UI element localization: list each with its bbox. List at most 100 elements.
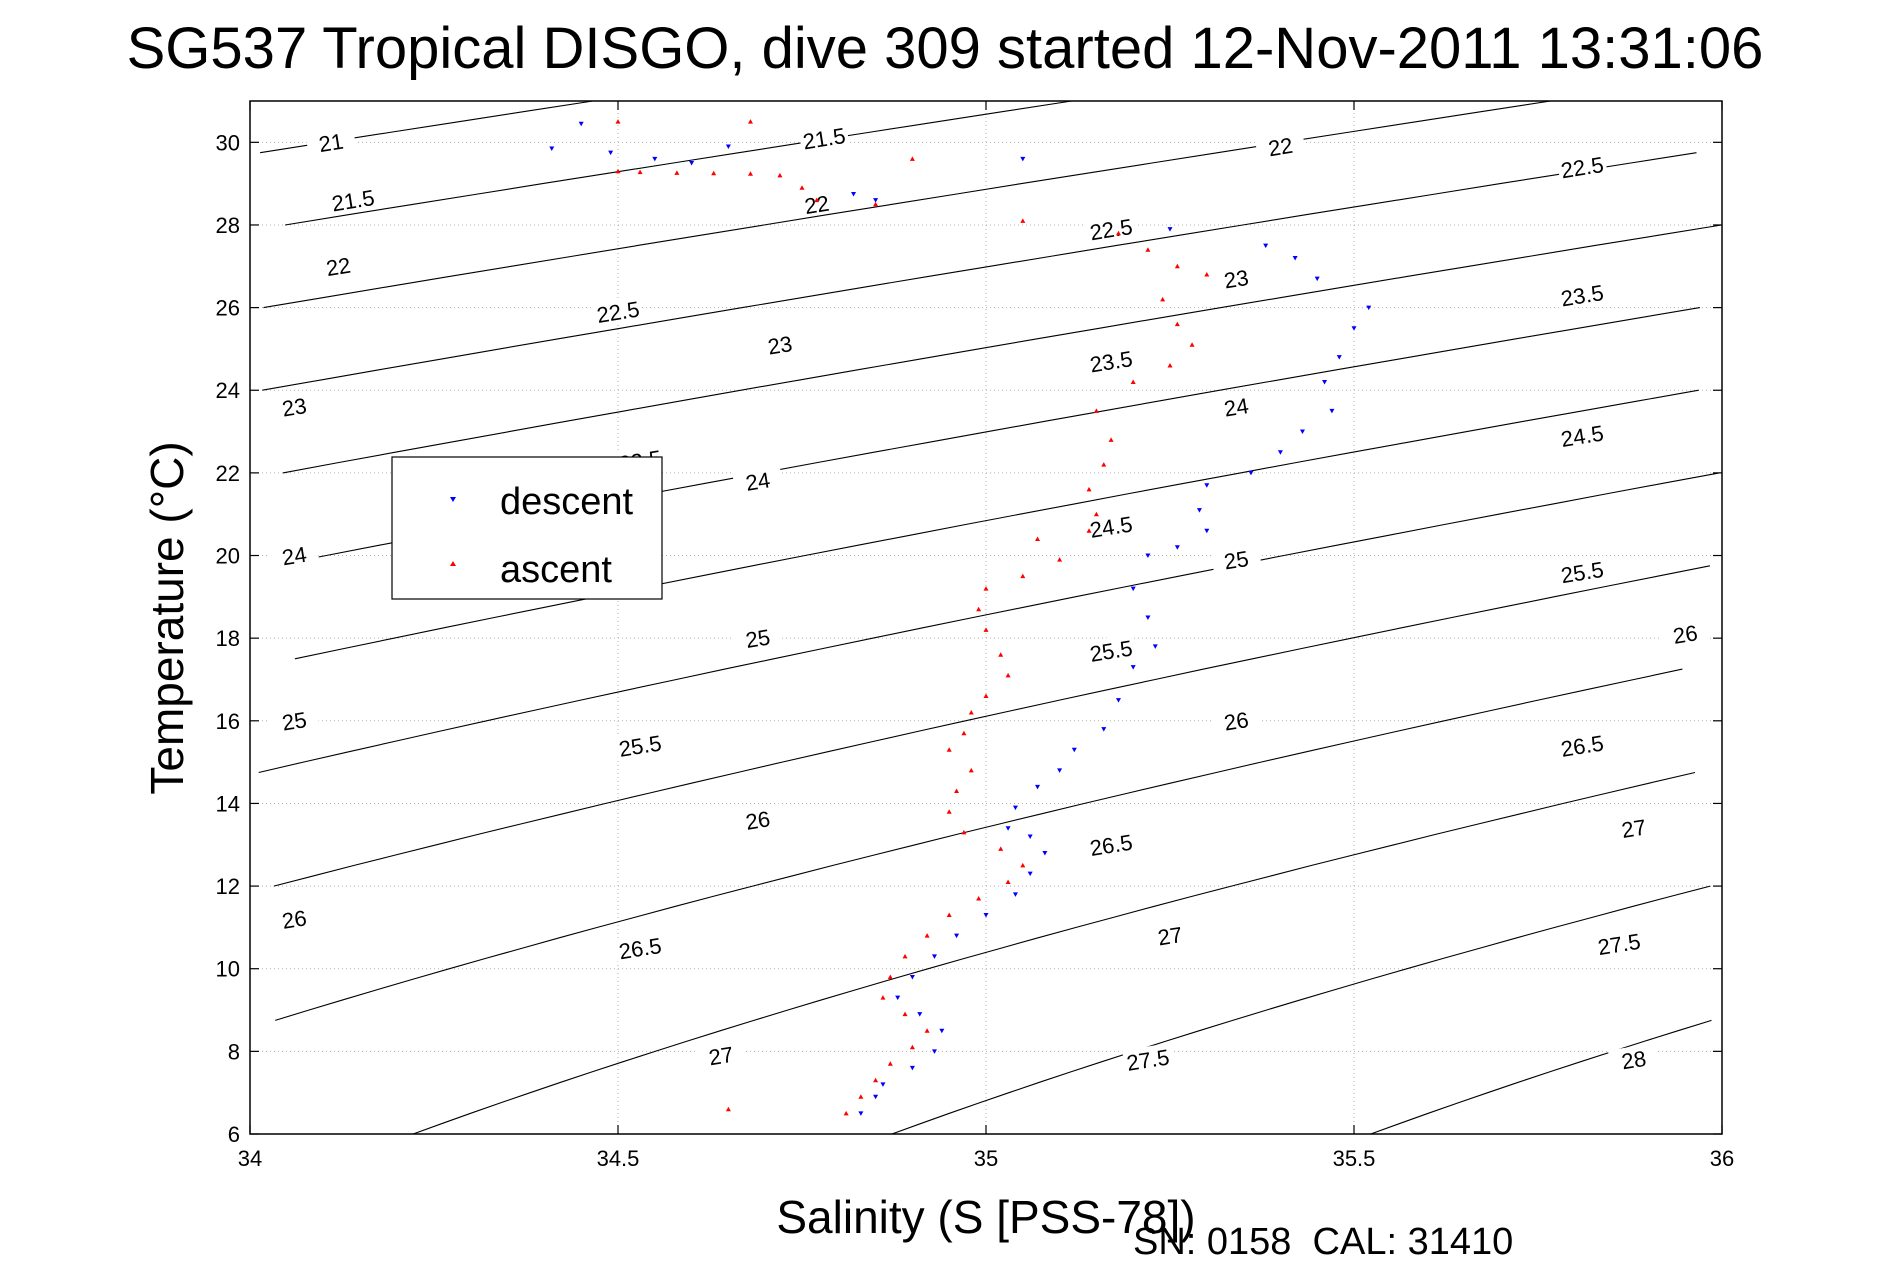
descent-point xyxy=(1145,615,1151,620)
descent-point xyxy=(1057,768,1063,773)
contour-label: 25.5 xyxy=(1556,555,1608,588)
ascent-point xyxy=(968,767,974,773)
descent-point xyxy=(1314,276,1320,282)
chart-title: SG537 Tropical DISGO, dive 309 started 1… xyxy=(127,16,1764,81)
ascent-point xyxy=(998,652,1004,657)
contour-label-text: 24.5 xyxy=(1559,420,1605,451)
ascent-point xyxy=(1005,672,1011,678)
descent-point xyxy=(1012,892,1018,897)
contour-label-text: 25 xyxy=(1222,546,1250,575)
descent-point xyxy=(1174,545,1180,550)
ascent-point xyxy=(902,1011,908,1017)
ascent-point xyxy=(1101,462,1107,467)
footer-serial-cal: SN: 0158 CAL: 31410 xyxy=(1133,1221,1513,1262)
contour-label-bg xyxy=(614,931,666,963)
contour-label-bg xyxy=(592,295,644,327)
density-contour-labels: 21 21.5 21.5 22 22 22 22.5 22.5 22.5 23 23 23 23.5 23… xyxy=(268,121,1711,1076)
contour-label-bg xyxy=(1556,278,1608,310)
contour-label-text: 22.5 xyxy=(1559,152,1605,183)
contour-label-text: 27 xyxy=(1156,922,1184,951)
contour-label-bg xyxy=(1210,390,1262,422)
descent-point xyxy=(858,1111,864,1116)
contour-label-text: 25.5 xyxy=(1088,635,1134,666)
ascent-point xyxy=(887,974,893,979)
contour-label: 27 xyxy=(1144,919,1196,951)
y-tick-label: 30 xyxy=(216,130,240,155)
descent-point xyxy=(931,954,937,959)
contour-label-bg xyxy=(695,1038,747,1071)
contour-label-bg xyxy=(754,328,806,360)
ascent-point xyxy=(946,809,952,814)
descent-point xyxy=(1366,305,1372,311)
contour-label: 27.5 xyxy=(1593,927,1645,960)
ascent-point xyxy=(983,586,989,591)
density-contour-line xyxy=(263,100,1551,309)
contour-label-text: 27.5 xyxy=(1596,929,1642,960)
descent-point xyxy=(1042,851,1048,856)
contour-label: 25.5 xyxy=(1085,634,1137,667)
contour-label: 26 xyxy=(1659,617,1711,649)
y-tick-label: 6 xyxy=(228,1122,240,1147)
contour-label: 22 xyxy=(312,249,364,282)
x-tick-label: 35.5 xyxy=(1333,1146,1376,1171)
contour-label-bg xyxy=(790,187,843,219)
contour-label: 22.5 xyxy=(1085,212,1137,245)
contour-label-text: 23.5 xyxy=(1088,346,1134,377)
contour-label-bg xyxy=(732,621,784,653)
density-contour-line xyxy=(282,224,1722,474)
y-tick-label: 26 xyxy=(216,296,240,321)
legend-box xyxy=(391,456,663,600)
ascent-point xyxy=(615,168,621,174)
ascent-point xyxy=(843,1110,849,1116)
contour-label-bg xyxy=(1254,129,1306,162)
ascent-point xyxy=(814,197,820,203)
contour-label-bg xyxy=(732,803,784,835)
descent-point xyxy=(725,144,731,149)
contour-label: 24.5 xyxy=(1556,419,1608,452)
ascent-point xyxy=(747,171,753,176)
contour-label-bg xyxy=(268,538,320,571)
descent-point xyxy=(1035,784,1041,790)
contour-label-bg xyxy=(1593,927,1645,959)
y-tick-label: 10 xyxy=(216,957,240,982)
descent-point xyxy=(1322,379,1328,385)
descent-point xyxy=(851,191,857,197)
descent-point xyxy=(983,913,989,918)
ascent-point xyxy=(983,627,989,632)
contour-label-bg xyxy=(1122,1043,1174,1075)
ascent-point xyxy=(924,933,930,938)
ascent-point xyxy=(1115,230,1121,236)
ascent-point xyxy=(976,895,982,901)
contour-label: 26.5 xyxy=(1556,729,1608,762)
legend-descent-marker xyxy=(450,497,456,502)
contour-label-text: 27 xyxy=(1620,814,1648,843)
contour-label-text: 27.5 xyxy=(1125,1044,1171,1075)
contour-label: 28 xyxy=(1607,1043,1660,1074)
ascent-point xyxy=(880,995,886,1000)
contour-label-text: 26.5 xyxy=(617,933,663,964)
y-tick-label: 28 xyxy=(216,213,240,238)
descent-point xyxy=(1277,450,1283,455)
ascent-point xyxy=(1057,557,1063,562)
ascent-point xyxy=(858,1094,864,1099)
ascent-point xyxy=(725,1106,731,1112)
ascent-point xyxy=(902,953,908,959)
descent-point xyxy=(873,1094,879,1100)
contour-label-text: 22 xyxy=(324,253,352,282)
contour-label-bg xyxy=(268,902,320,934)
ascent-point xyxy=(1160,296,1166,302)
ascent-point xyxy=(711,170,717,176)
contour-label: 25.5 xyxy=(614,729,666,762)
contour-label-text: 27 xyxy=(707,1042,735,1071)
contour-label: 27 xyxy=(695,1038,747,1071)
descent-point xyxy=(1248,470,1254,476)
y-tick-label: 16 xyxy=(216,709,240,734)
descent-point xyxy=(909,974,915,980)
contour-label-text: 22 xyxy=(803,191,831,220)
contour-label-text: 25 xyxy=(744,624,772,653)
descent-point xyxy=(880,1082,886,1087)
descent-point xyxy=(1329,408,1335,414)
contour-label: 24 xyxy=(732,464,784,496)
contour-label: 25 xyxy=(732,621,784,653)
contour-label-text: 22.5 xyxy=(1088,214,1134,245)
